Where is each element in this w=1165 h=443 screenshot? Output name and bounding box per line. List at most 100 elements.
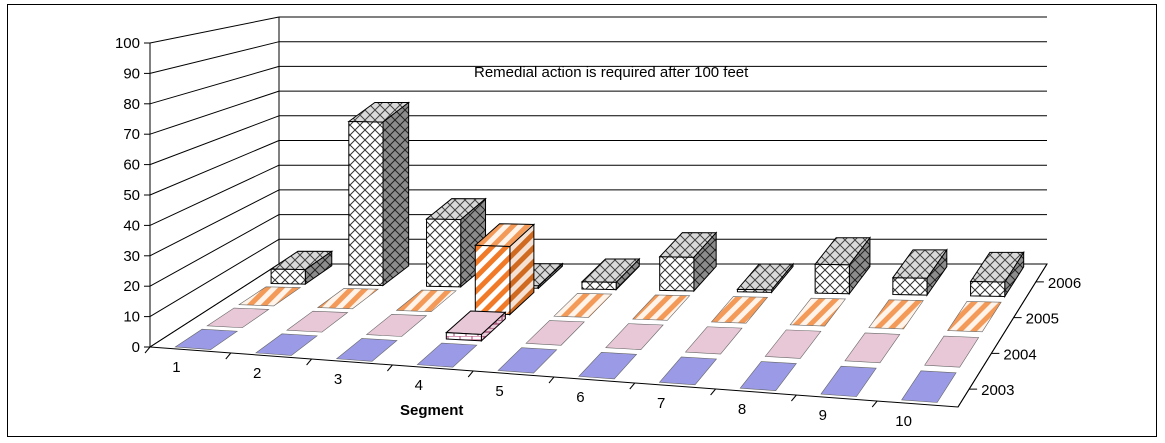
bar-2004-seg-2 (286, 310, 349, 333)
bar-tile (632, 294, 691, 321)
bar-tile (739, 361, 797, 392)
x-tick (548, 376, 555, 384)
annotation-text: Remedial action is required after 100 fe… (474, 64, 749, 81)
bar-tile (238, 286, 302, 307)
bar-front (348, 121, 384, 286)
bar-tile (335, 338, 398, 362)
bar-tile (820, 365, 877, 397)
gridline-left (149, 65, 280, 105)
bar-tile (947, 301, 1002, 333)
bar-2003-seg-3 (335, 338, 398, 362)
bar-tile (255, 333, 318, 356)
y-tick-label: 0 (132, 339, 140, 356)
x-tick-label: 5 (495, 383, 503, 400)
gridline-left (149, 238, 280, 318)
bar-2003-seg-5 (497, 347, 558, 374)
bar-front (426, 218, 462, 288)
bar-2004-seg-8 (764, 329, 822, 359)
bar-2005-seg-2 (316, 288, 379, 310)
bar-2006-seg-10 (969, 250, 1025, 299)
bar-2003-seg-4 (416, 342, 478, 368)
bar-front (736, 288, 773, 293)
bar-2004-seg-4 (445, 310, 507, 343)
bar-2006-seg-9 (891, 248, 948, 297)
x-tick (791, 394, 797, 402)
y-tick-label: 100 (115, 35, 140, 52)
x-tick-label: 3 (334, 371, 342, 388)
bar-2006-seg-1 (269, 250, 334, 286)
bar-2003-seg-9 (820, 365, 877, 397)
bar-tile (553, 293, 613, 318)
gridline-left (149, 16, 280, 44)
bar-tile (286, 310, 349, 333)
x-tick (387, 364, 393, 372)
bar-2004-seg-1 (206, 307, 270, 329)
bar-2006-seg-6 (658, 231, 718, 293)
series-label: 2005 (1026, 311, 1059, 328)
series-axis: 2003 2004 2005 2006 (957, 263, 1081, 408)
bar-front (892, 277, 928, 296)
chart-frame (7, 4, 1157, 437)
x-axis: 1 2 3 4 5 6 7 8 9 10 (144, 346, 912, 430)
bar-tile (578, 351, 638, 380)
gridline-left (149, 214, 280, 287)
x-tick (629, 382, 636, 390)
bar-2005-seg-6 (632, 294, 691, 321)
gridline-left (149, 90, 280, 135)
bar-tile (684, 326, 743, 355)
bar-2003-seg-2 (255, 333, 318, 356)
x-tick-label: 7 (657, 395, 665, 412)
x-tick-label: 8 (738, 401, 746, 418)
bar-2005-seg-4 (474, 223, 536, 316)
bar-2004-seg-7 (684, 326, 743, 355)
x-tick-label: 6 (576, 389, 584, 406)
bar-tile (316, 288, 379, 310)
bar-front (659, 256, 695, 292)
bar-front (814, 263, 850, 295)
x-axis-title: Segment (400, 402, 463, 419)
gridline-left (149, 189, 280, 257)
bars (174, 101, 1025, 403)
bar-front (445, 332, 482, 342)
bar-2006-seg-2 (347, 101, 411, 287)
bar-2005-seg-8 (789, 297, 846, 327)
bar-2005-seg-3 (395, 289, 457, 312)
x-tick-label: 9 (819, 407, 827, 424)
bar-2003-seg-7 (658, 356, 718, 386)
bar-2003-seg-10 (901, 370, 957, 403)
y-tick-label: 40 (123, 217, 140, 234)
bar-side (382, 101, 410, 287)
y-tick-label: 20 (123, 278, 140, 295)
bar-front (581, 281, 617, 291)
bar-2004-seg-9 (844, 332, 901, 364)
bar-tile (658, 356, 718, 386)
gridline-left (149, 164, 280, 226)
bar-2003-seg-8 (739, 361, 797, 392)
x-tick-label: 2 (253, 365, 261, 382)
bar-2005-seg-9 (868, 299, 924, 330)
x-tick-label: 4 (415, 377, 423, 394)
bar-2005-seg-1 (238, 286, 302, 307)
bar-front (474, 244, 511, 316)
x-tick (144, 346, 151, 354)
bar-2004-seg-6 (605, 323, 664, 350)
bar-tile (789, 297, 846, 327)
bar-2005-seg-10 (947, 301, 1002, 333)
series-label: 2004 (1003, 346, 1036, 363)
y-tick-label: 90 (123, 65, 140, 82)
bar-front (970, 280, 1006, 298)
bar-tile (416, 342, 478, 368)
y-tick-label: 30 (123, 248, 140, 265)
x-tick-label: 1 (172, 359, 180, 376)
gridline-left (149, 41, 280, 74)
y-tick-label: 80 (123, 96, 140, 113)
bar-tile (764, 329, 822, 359)
bar-front (270, 268, 306, 285)
y-tick-label: 10 (123, 309, 140, 326)
bar-tile (710, 296, 769, 324)
bar-tile (174, 328, 239, 350)
series-axis-line (957, 263, 1048, 408)
bar-tile (206, 307, 270, 329)
x-tick (710, 388, 716, 396)
y-tick-label: 60 (123, 157, 140, 174)
